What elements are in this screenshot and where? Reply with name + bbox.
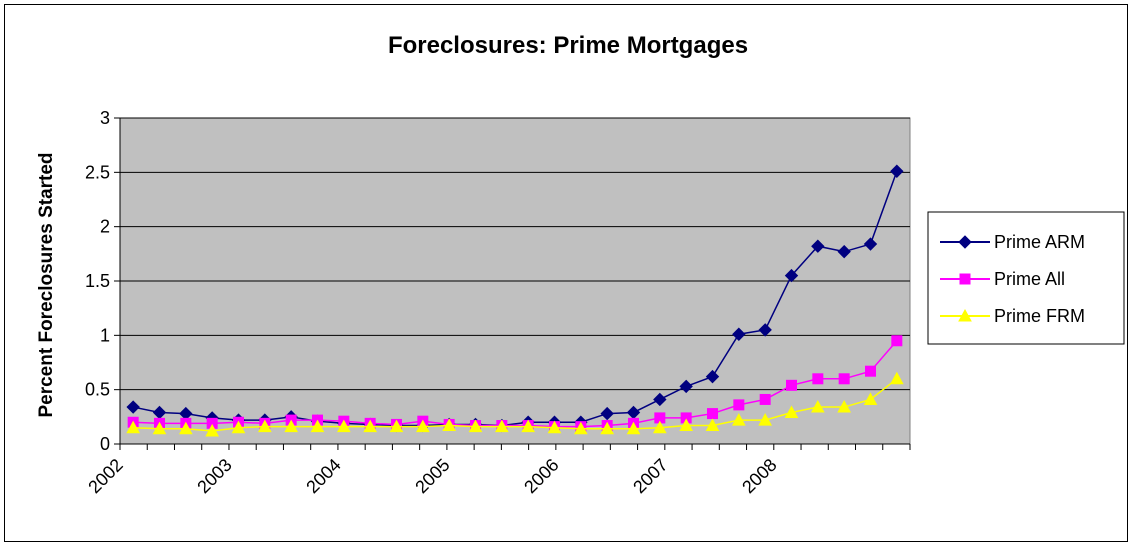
data-point	[786, 379, 797, 391]
x-tick-label: 2005	[411, 455, 453, 497]
data-point	[731, 413, 746, 426]
data-point	[521, 419, 536, 433]
plot-area: 0 0.5 1 1.5 2 2.5 3 2002 2003 2004 2005 2006 2007 200…	[84, 108, 911, 497]
y-tick-label: 0.5	[85, 380, 110, 400]
y-tick-label: 1	[100, 325, 110, 345]
data-point	[205, 423, 220, 437]
y-axis-label: Percent Foreclosures Started	[36, 152, 57, 417]
legend: Prime ARM Prime All Prime FRM	[927, 211, 1125, 345]
data-point	[958, 235, 972, 249]
data-point	[126, 420, 141, 434]
data-point	[126, 400, 140, 414]
data-point	[733, 399, 745, 411]
data-point	[863, 237, 878, 251]
series-line-prime-frm	[133, 378, 898, 432]
x-tick-label: 2006	[520, 455, 562, 497]
x-tick-label: 2002	[84, 455, 126, 497]
data-point	[959, 273, 971, 285]
data-point	[837, 400, 852, 413]
data-point	[257, 419, 272, 433]
data-point	[573, 421, 588, 435]
data-point	[890, 164, 904, 178]
legend-label: Prime All	[994, 269, 1065, 289]
y-tick-label: 3	[100, 108, 110, 128]
data-point	[707, 408, 718, 420]
data-point	[891, 335, 903, 347]
data-point	[758, 323, 772, 337]
data-point	[838, 373, 850, 385]
data-point	[600, 406, 614, 421]
y-tick-label: 2	[100, 217, 110, 237]
data-point	[759, 393, 771, 405]
data-point	[812, 373, 824, 385]
y-tick-label: 0	[100, 434, 110, 454]
legend-label: Prime FRM	[994, 306, 1085, 326]
data-point	[653, 392, 667, 407]
data-point	[363, 419, 378, 433]
data-point	[705, 418, 720, 432]
legend-label: Prime ARM	[994, 232, 1085, 252]
data-point	[784, 268, 799, 283]
x-tick-label: 2007	[629, 455, 671, 497]
chart-title: Foreclosures: Prime Mortgages	[388, 32, 748, 59]
data-point	[679, 418, 694, 432]
data-point	[389, 419, 404, 433]
data-point	[600, 421, 615, 435]
data-point	[758, 413, 773, 426]
data-point	[811, 239, 825, 253]
data-point	[732, 327, 746, 341]
data-point	[310, 419, 325, 433]
data-point	[152, 421, 167, 435]
data-point	[784, 405, 799, 418]
data-point	[626, 421, 641, 435]
data-point	[468, 419, 483, 433]
data-point	[810, 400, 825, 413]
data-point	[494, 419, 509, 433]
data-point	[547, 420, 562, 434]
data-point	[231, 420, 246, 434]
x-tick-label: 2003	[193, 455, 235, 497]
data-point	[958, 308, 972, 322]
data-point	[336, 419, 351, 433]
data-point	[889, 371, 904, 385]
data-point	[442, 418, 457, 432]
data-point	[652, 420, 667, 434]
data-point	[679, 379, 693, 394]
y-tick-label: 1.5	[85, 271, 110, 291]
x-tick-label: 2004	[302, 455, 344, 497]
y-tick-label: 2.5	[85, 162, 110, 182]
data-point	[865, 365, 876, 377]
data-point	[178, 421, 193, 435]
data-point	[415, 419, 430, 433]
data-point	[284, 419, 299, 433]
x-tick-label: 2008	[738, 455, 780, 497]
data-point	[837, 244, 851, 259]
data-point	[705, 369, 720, 384]
data-point	[863, 392, 878, 405]
